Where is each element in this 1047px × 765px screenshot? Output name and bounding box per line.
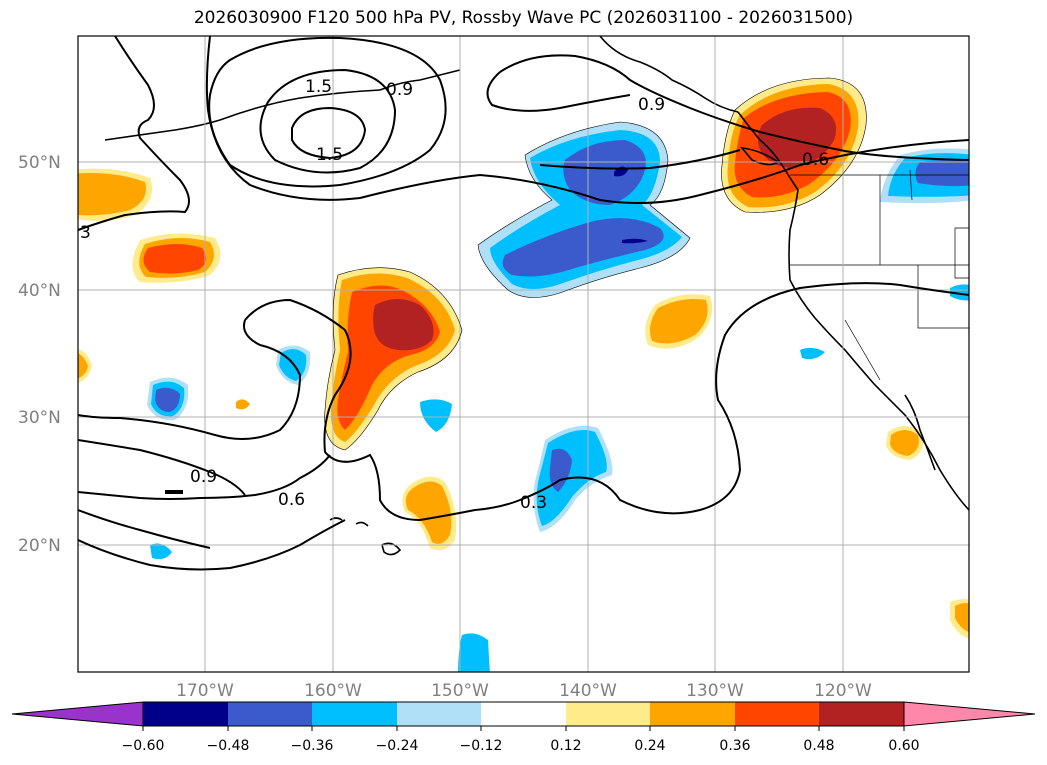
map-frame	[77, 35, 970, 673]
map-content: 1.5 1.5 0.9 0.9 0.9 0.6 0.6 0.3 3	[78, 36, 969, 672]
colorbar-tick-label: −0.60	[122, 738, 165, 754]
contour-label-0-9-north: 0.9	[386, 80, 413, 100]
contour-label-0-6-coast: 0.6	[802, 150, 829, 170]
contour-label-west-edge: 3	[80, 223, 91, 243]
state-borders	[790, 169, 969, 381]
colorbar-tick-label: −0.36	[291, 738, 334, 754]
colorbar-extend-low	[11, 701, 144, 727]
colorbar-tick-label: 0.48	[803, 738, 834, 754]
colorbar-bin-6	[566, 702, 650, 726]
colorbar-ticks	[142, 726, 905, 731]
contour-label-group: 1.5 1.5 0.9 0.9 0.9 0.6 0.6 0.3 3	[80, 77, 829, 513]
lat-label-30n: 30°N	[18, 408, 61, 428]
lon-label-160w: 160°W	[304, 681, 362, 701]
anomaly-positive-hawaii	[402, 476, 457, 551]
contour-label-0-6-southwest: 0.6	[278, 490, 305, 510]
anomaly-negative-small-c	[800, 347, 825, 360]
coastlines	[104, 36, 969, 556]
colorbar-bin-5	[481, 702, 566, 726]
contour-label-0-3-subtropic: 0.3	[520, 493, 547, 513]
gridlines	[78, 36, 969, 672]
anomaly-outlines	[324, 77, 867, 451]
colorbar-bin-9	[819, 702, 904, 726]
colorbar-tick-label: −0.12	[460, 738, 503, 754]
anomaly-positive-offshore-california	[645, 294, 713, 349]
colorbar-bin-4	[397, 702, 481, 726]
pv-contours	[78, 36, 969, 571]
lat-label-20n: 20°N	[18, 536, 61, 556]
colorbar-bin-1	[143, 702, 228, 726]
colorbar-tick-label: 0.36	[719, 738, 750, 754]
longitude-labels: 170°W 160°W 150°W 140°W 130°W 120°W	[176, 681, 872, 701]
anomaly-positive-tiny	[236, 399, 250, 410]
lat-label-50n: 50°N	[18, 153, 61, 173]
colorbar-tick-label: −0.24	[376, 738, 419, 754]
anomaly-positive-southeast	[950, 599, 969, 639]
lon-label-140w: 140°W	[559, 681, 617, 701]
colorbar-bin-8	[735, 702, 819, 726]
anomaly-negative-small-b	[150, 543, 172, 560]
anomaly-positive-baja	[886, 426, 924, 460]
colorbar-tick-label: 0.12	[550, 738, 581, 754]
colorbar-extend-high	[903, 701, 1036, 727]
contour-label-0-9-southwest: 0.9	[190, 467, 217, 487]
anomaly-positive-central-pacific	[324, 267, 462, 450]
colorbar-tick-label: 0.60	[888, 738, 919, 754]
lon-label-130w: 130°W	[686, 681, 744, 701]
colorbar-bin-3	[312, 702, 397, 726]
lon-label-150w: 150°W	[431, 681, 489, 701]
anomaly-positive-west-edge	[78, 168, 153, 221]
colorbar-bin-2	[228, 702, 312, 726]
anomaly-positive-west-edge-south	[78, 349, 92, 383]
lat-label-40n: 40°N	[18, 281, 61, 301]
colorbar-frame	[142, 701, 905, 727]
colorbar-bin-7	[650, 702, 735, 726]
contour-label-0-9-gulf: 0.9	[638, 95, 665, 115]
colorbar-tick-label: −0.48	[207, 738, 250, 754]
lon-label-120w: 120°W	[814, 681, 872, 701]
map-title: 2026030900 F120 500 hPa PV, Rossby Wave …	[193, 8, 854, 28]
colorbar: −0.60 −0.48 −0.36 −0.24 −0.12 0.12 0.24 …	[11, 701, 1036, 754]
anomaly-negative-gulf-of-alaska	[478, 122, 690, 298]
contour-label-1-5-outer: 1.5	[305, 77, 332, 97]
anomaly-negative-west-subtropical	[147, 377, 189, 421]
colorbar-tick-labels: −0.60 −0.48 −0.36 −0.24 −0.12 0.12 0.24 …	[122, 738, 920, 754]
latitude-labels: 50°N 40°N 30°N 20°N	[18, 153, 61, 556]
anomaly-positive-west	[132, 233, 221, 283]
contour-label-1-5-inner: 1.5	[316, 145, 343, 165]
colorbar-tick-label: 0.24	[634, 738, 665, 754]
anomaly-negative-small-a	[420, 399, 452, 432]
lon-label-170w: 170°W	[176, 681, 234, 701]
anomaly-negative-small-d	[950, 284, 969, 301]
anomaly-negative-south	[458, 633, 490, 672]
